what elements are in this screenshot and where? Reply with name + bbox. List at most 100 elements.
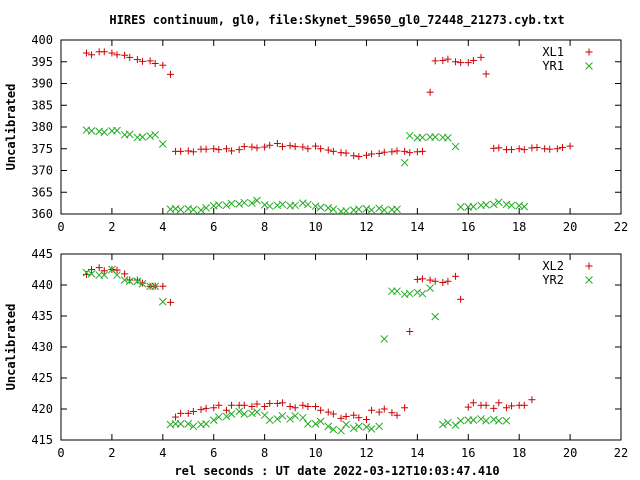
data-point-xl1 xyxy=(166,70,174,78)
data-point-yr2 xyxy=(138,279,147,288)
data-point-xl1 xyxy=(228,147,236,155)
x-tick-label: 20 xyxy=(563,220,577,234)
legend-label: XL1 xyxy=(542,45,564,59)
x-tick-label: 2 xyxy=(108,220,115,234)
data-point-xl1 xyxy=(248,143,256,151)
data-point-xl2 xyxy=(126,276,134,284)
data-point-xl2 xyxy=(469,399,477,407)
data-point-yr1 xyxy=(362,204,371,213)
data-point-yr2 xyxy=(477,415,485,423)
data-point-yr2 xyxy=(184,420,193,428)
x-tick-label: 16 xyxy=(461,220,475,234)
data-point-xl2 xyxy=(159,282,167,290)
data-point-yr2 xyxy=(298,413,307,422)
data-point-yr2 xyxy=(235,407,244,416)
x-tick-label: 0 xyxy=(57,446,64,460)
data-point-yr1 xyxy=(240,198,249,207)
data-point-xl2 xyxy=(380,405,388,413)
data-point-xl2 xyxy=(133,276,141,284)
data-point-yr2 xyxy=(375,422,384,431)
data-point-yr2 xyxy=(151,282,160,291)
y-tick-label: 440 xyxy=(31,278,53,292)
data-point-yr2 xyxy=(426,284,434,292)
legend-marker xyxy=(585,276,593,284)
data-point-xl1 xyxy=(393,147,401,155)
data-point-xl2 xyxy=(202,404,210,412)
data-point-xl2 xyxy=(210,404,218,412)
data-point-xl1 xyxy=(444,55,452,63)
data-point-yr1 xyxy=(431,133,440,141)
data-point-yr1 xyxy=(456,203,465,211)
data-point-xl1 xyxy=(329,147,337,155)
data-point-xl2 xyxy=(452,272,460,280)
x-tick-label: 12 xyxy=(359,220,373,234)
data-point-yr2 xyxy=(273,415,282,423)
data-point-xl1 xyxy=(368,150,376,158)
data-point-xl1 xyxy=(151,59,159,67)
data-point-yr1 xyxy=(151,130,160,139)
legend-label: YR1 xyxy=(542,59,564,73)
data-point-xl2 xyxy=(464,403,472,411)
x-tick-label: 20 xyxy=(563,446,577,460)
data-point-yr1 xyxy=(400,158,409,167)
series-xl1 xyxy=(82,48,574,161)
data-point-yr1 xyxy=(278,200,287,209)
x-tick-label: 0 xyxy=(57,220,64,234)
data-point-yr1 xyxy=(444,134,452,142)
data-point-xl1 xyxy=(477,53,485,61)
data-point-xl2 xyxy=(304,403,312,411)
data-point-xl1 xyxy=(546,145,554,153)
data-point-xl1 xyxy=(355,153,363,161)
data-point-yr1 xyxy=(125,130,134,139)
data-point-xl1 xyxy=(566,142,574,150)
x-tick-label: 12 xyxy=(359,446,373,460)
plot-frame xyxy=(60,39,622,215)
data-point-yr2 xyxy=(87,269,96,278)
data-point-yr1 xyxy=(227,199,236,208)
data-point-yr2 xyxy=(222,412,231,421)
y-tick-label: 390 xyxy=(31,77,53,91)
data-point-xl1 xyxy=(240,143,248,151)
y-tick-label: 435 xyxy=(31,309,53,323)
y-tick-label: 360 xyxy=(31,207,53,221)
x-tick-label: 10 xyxy=(308,446,322,460)
x-tick-label: 8 xyxy=(261,220,268,234)
data-point-yr2 xyxy=(324,422,333,431)
data-point-xl2 xyxy=(508,402,516,410)
data-point-yr1 xyxy=(222,201,231,210)
data-point-yr2 xyxy=(438,420,447,429)
legend-label: XL2 xyxy=(542,259,564,273)
y-tick-label: 445 xyxy=(31,247,53,261)
data-point-xl1 xyxy=(261,143,269,151)
data-point-yr1 xyxy=(248,199,256,207)
data-point-xl1 xyxy=(342,149,350,157)
data-point-xl2 xyxy=(375,408,383,416)
data-point-xl2 xyxy=(172,413,180,421)
data-point-yr2 xyxy=(253,408,261,416)
data-point-yr1 xyxy=(311,202,320,211)
data-point-xl1 xyxy=(82,49,90,57)
y-axis-label: Uncalibrated xyxy=(4,304,18,391)
x-tick-label: 6 xyxy=(210,446,217,460)
y-tick-label: 400 xyxy=(31,33,53,47)
data-point-xl1 xyxy=(401,147,409,155)
data-point-yr2 xyxy=(202,420,210,428)
data-point-xl1 xyxy=(291,143,299,151)
data-point-xl2 xyxy=(278,399,286,407)
data-point-xl1 xyxy=(350,152,358,160)
y-tick-label: 395 xyxy=(31,55,53,69)
data-point-yr1 xyxy=(451,142,460,151)
data-point-xl2 xyxy=(439,279,447,287)
data-point-xl2 xyxy=(362,416,370,424)
data-point-xl1 xyxy=(388,148,396,156)
data-point-xl1 xyxy=(286,142,294,150)
data-point-yr2 xyxy=(265,416,274,425)
data-point-xl1 xyxy=(133,56,141,64)
y-axis-label: Uncalibrated xyxy=(4,84,18,171)
x-tick-label: 18 xyxy=(512,220,526,234)
data-point-xl1 xyxy=(113,51,121,59)
data-point-yr2 xyxy=(349,424,358,433)
data-point-xl2 xyxy=(342,412,350,420)
data-point-yr2 xyxy=(367,424,376,433)
data-point-xl2 xyxy=(312,403,320,411)
